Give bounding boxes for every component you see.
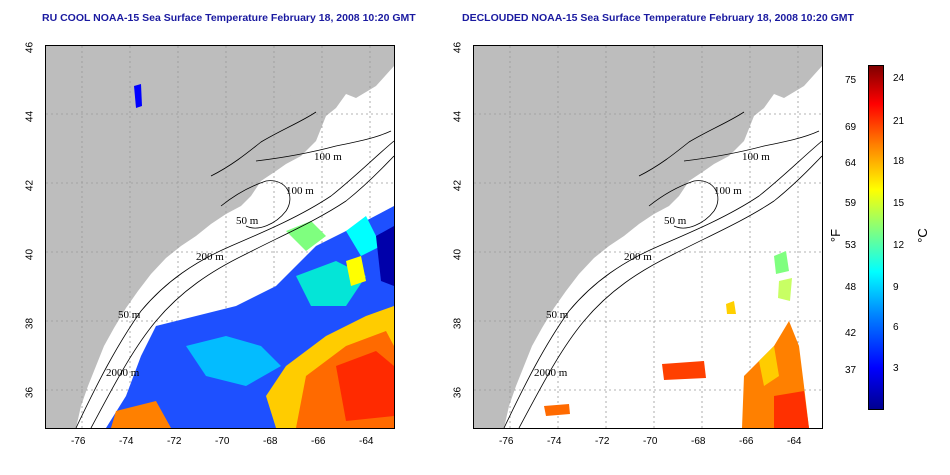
celsius-unit-label: °C — [914, 228, 930, 243]
colorbar-c-tick: 21 — [893, 116, 905, 127]
lon-tick-label: -66 — [311, 436, 326, 447]
colorbar-f-tick: 64 — [845, 158, 857, 169]
colorbar-f-tick: 59 — [845, 198, 857, 209]
sst-data-layer — [544, 251, 809, 428]
lat-tick-label: 44 — [452, 110, 464, 123]
colorbar-f-tick: 37 — [845, 365, 857, 376]
lon-tick-label: -72 — [167, 436, 182, 447]
colorbar-c-tick: 9 — [893, 282, 899, 293]
left-sst-map: 100 m 100 m 50 m 200 m 50 m 2000 m — [45, 45, 395, 429]
bathymetry-contours — [503, 111, 822, 428]
lat-tick-label: 42 — [452, 179, 464, 192]
contour-label: 200 m — [196, 251, 224, 263]
lat-tick-label: 36 — [24, 386, 36, 399]
right-map-title: DECLOUDED NOAA-15 Sea Surface Temperatur… — [462, 12, 854, 24]
colorbar-f-tick: 42 — [845, 328, 857, 339]
contour-label: 2000 m — [106, 367, 140, 379]
contour-label: 200 m — [624, 251, 652, 263]
lon-tick-label: -64 — [359, 436, 374, 447]
lon-tick-label: -74 — [547, 436, 562, 447]
land-mass — [474, 46, 822, 428]
left-map-title: RU COOL NOAA-15 Sea Surface Temperature … — [42, 12, 416, 24]
lon-tick-label: -64 — [787, 436, 802, 447]
contour-label: 100 m — [314, 151, 342, 163]
sst-data-layer — [106, 84, 394, 428]
land-mass — [46, 46, 394, 428]
lon-tick-label: -68 — [263, 436, 278, 447]
colorbar-c-tick: 18 — [893, 156, 905, 167]
lon-tick-label: -72 — [595, 436, 610, 447]
lat-tick-label: 38 — [24, 317, 36, 330]
fahrenheit-unit-label: °F — [828, 228, 844, 243]
lat-tick-label: 38 — [452, 317, 464, 330]
left-map-graphic: 100 m 100 m 50 m 200 m 50 m 2000 m — [46, 46, 394, 428]
colorbar-f-tick: 53 — [845, 240, 857, 251]
lon-tick-label: -66 — [739, 436, 754, 447]
contour-label: 50 m — [236, 215, 259, 227]
right-sst-map: 100 m 100 m 50 m 200 m 50 m 2000 m — [473, 45, 823, 429]
contour-label: 2000 m — [534, 367, 568, 379]
colorbar-f-tick: 69 — [845, 122, 857, 133]
colorbar-f-tick: 48 — [845, 282, 857, 293]
lon-tick-label: -70 — [215, 436, 230, 447]
contour-label: 100 m — [714, 185, 742, 197]
contour-label: 50 m — [118, 309, 141, 321]
bathymetry-contours — [75, 111, 394, 428]
contour-label: 50 m — [546, 309, 569, 321]
lat-tick-label: 40 — [24, 248, 36, 261]
lon-tick-label: -76 — [499, 436, 514, 447]
lon-tick-label: -74 — [119, 436, 134, 447]
lon-tick-label: -76 — [71, 436, 86, 447]
colorbar-c-tick: 24 — [893, 73, 905, 84]
colorbar-c-tick: 3 — [893, 363, 899, 374]
colorbar-f-tick: 75 — [845, 75, 857, 86]
contour-label: 50 m — [664, 215, 687, 227]
lat-tick-label: 42 — [24, 179, 36, 192]
right-map-graphic: 100 m 100 m 50 m 200 m 50 m 2000 m — [474, 46, 822, 428]
lat-tick-label: 40 — [452, 248, 464, 261]
lon-tick-label: -68 — [691, 436, 706, 447]
lat-tick-label: 44 — [24, 110, 36, 123]
colorbar-c-tick: 15 — [893, 198, 905, 209]
lat-tick-label: 46 — [452, 41, 464, 54]
contour-label: 100 m — [742, 151, 770, 163]
colorbar-c-tick: 12 — [893, 240, 905, 251]
lon-tick-label: -70 — [643, 436, 658, 447]
lat-tick-label: 46 — [24, 41, 36, 54]
lat-tick-label: 36 — [452, 386, 464, 399]
colorbar-c-tick: 6 — [893, 322, 899, 333]
temperature-colorbar — [868, 65, 884, 410]
contour-label: 100 m — [286, 185, 314, 197]
